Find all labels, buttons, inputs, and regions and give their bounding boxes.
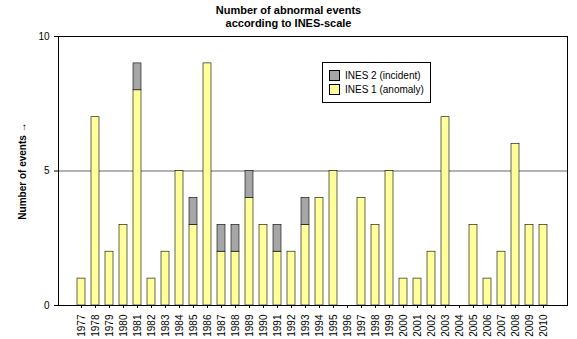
svg-text:1979: 1979 bbox=[104, 314, 115, 337]
html-text:INES 2 (incident): INES 2 (incident) bbox=[345, 70, 421, 81]
svg-text:2002: 2002 bbox=[426, 314, 437, 337]
svg-text:2004: 2004 bbox=[454, 314, 465, 337]
svg-text:1989: 1989 bbox=[244, 314, 255, 337]
svg-text:1987: 1987 bbox=[216, 314, 227, 337]
svg-text:Number of events →: Number of events → bbox=[17, 122, 28, 219]
svg-text:2007: 2007 bbox=[496, 314, 507, 337]
html-text:INES 1 (anomaly): INES 1 (anomaly) bbox=[345, 84, 424, 95]
svg-text:1982: 1982 bbox=[146, 314, 157, 337]
svg-text:2003: 2003 bbox=[440, 314, 451, 337]
svg-text:2009: 2009 bbox=[524, 314, 535, 337]
svg-text:1996: 1996 bbox=[342, 314, 353, 337]
svg-text:1998: 1998 bbox=[370, 314, 381, 337]
svg-text:1980: 1980 bbox=[118, 314, 129, 337]
svg-text:1993: 1993 bbox=[300, 314, 311, 337]
svg-text:2008: 2008 bbox=[510, 314, 521, 337]
svg-text:1984: 1984 bbox=[174, 314, 185, 337]
svg-text:0: 0 bbox=[44, 300, 50, 311]
svg-text:2010: 2010 bbox=[538, 314, 549, 337]
svg-text:1999: 1999 bbox=[384, 314, 395, 337]
svg-text:1990: 1990 bbox=[258, 314, 269, 337]
svg-text:2001: 2001 bbox=[412, 314, 423, 337]
svg-text:1986: 1986 bbox=[202, 314, 213, 337]
svg-text:1977: 1977 bbox=[76, 314, 87, 337]
svg-text:2005: 2005 bbox=[468, 314, 479, 337]
svg-text:1997: 1997 bbox=[356, 314, 367, 337]
svg-text:1983: 1983 bbox=[160, 314, 171, 337]
svg-text:1992: 1992 bbox=[286, 314, 297, 337]
svg-text:5: 5 bbox=[44, 165, 50, 176]
svg-text:2006: 2006 bbox=[482, 314, 493, 337]
svg-text:10: 10 bbox=[38, 31, 50, 42]
svg-text:1991: 1991 bbox=[272, 314, 283, 337]
svg-text:1978: 1978 bbox=[90, 314, 101, 337]
svg-text:1994: 1994 bbox=[314, 314, 325, 337]
html-text:Number of abnormal events acco: Number of abnormal events according to I… bbox=[215, 4, 362, 29]
svg-text:1995: 1995 bbox=[328, 314, 339, 337]
svg-text:1981: 1981 bbox=[132, 314, 143, 337]
svg-text:2000: 2000 bbox=[398, 314, 409, 337]
svg-text:1988: 1988 bbox=[230, 314, 241, 337]
svg-text:1985: 1985 bbox=[188, 314, 199, 337]
